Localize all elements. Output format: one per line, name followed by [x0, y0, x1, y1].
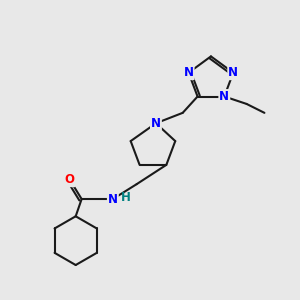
Text: O: O	[65, 173, 75, 186]
Text: N: N	[108, 193, 118, 206]
Text: N: N	[151, 117, 161, 130]
Text: N: N	[228, 66, 238, 79]
Text: H: H	[120, 191, 130, 204]
Text: N: N	[219, 90, 229, 103]
Text: N: N	[184, 66, 194, 79]
